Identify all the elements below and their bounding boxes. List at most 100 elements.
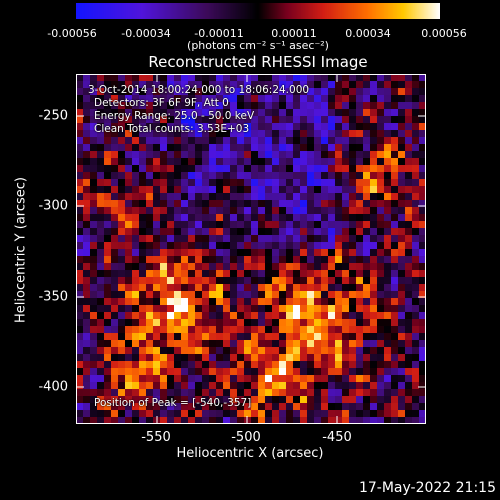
image-pixel <box>97 312 105 320</box>
image-pixel <box>76 284 84 292</box>
image-pixel <box>111 417 119 424</box>
image-pixel <box>398 228 406 236</box>
image-pixel <box>244 88 252 96</box>
image-pixel <box>244 403 252 411</box>
image-pixel <box>286 410 294 418</box>
image-pixel <box>230 277 238 285</box>
image-pixel <box>146 417 154 424</box>
detectors-annotation: Detectors: 3F 6F 9F, Att 0 <box>94 97 229 109</box>
image-pixel <box>398 158 406 166</box>
image-pixel <box>104 284 112 292</box>
image-pixel <box>342 123 350 131</box>
image-pixel <box>195 312 203 320</box>
image-pixel <box>328 389 336 397</box>
image-pixel <box>244 179 252 187</box>
image-pixel <box>202 305 210 313</box>
image-pixel <box>300 116 308 124</box>
image-pixel <box>286 277 294 285</box>
image-pixel <box>405 354 413 362</box>
image-pixel <box>83 158 91 166</box>
image-pixel <box>377 305 385 313</box>
image-pixel <box>419 382 426 390</box>
image-pixel <box>188 123 196 131</box>
image-pixel <box>398 165 406 173</box>
image-pixel <box>279 375 287 383</box>
image-pixel <box>384 74 392 82</box>
image-pixel <box>391 109 399 117</box>
image-pixel <box>125 382 133 390</box>
image-pixel <box>90 144 98 152</box>
image-pixel <box>202 179 210 187</box>
image-pixel <box>90 235 98 243</box>
image-pixel <box>419 228 426 236</box>
image-pixel <box>118 200 126 208</box>
image-pixel <box>132 172 140 180</box>
image-pixel <box>97 277 105 285</box>
image-pixel <box>321 123 329 131</box>
image-pixel <box>104 249 112 257</box>
image-pixel <box>237 109 245 117</box>
image-pixel <box>223 116 231 124</box>
image-pixel <box>279 235 287 243</box>
image-pixel <box>139 270 147 278</box>
image-pixel <box>272 368 280 376</box>
image-pixel <box>118 382 126 390</box>
image-pixel <box>286 144 294 152</box>
image-pixel <box>258 291 266 299</box>
image-pixel <box>265 193 273 201</box>
image-pixel <box>391 186 399 194</box>
image-pixel <box>286 242 294 250</box>
image-pixel <box>258 361 266 369</box>
image-pixel <box>146 151 154 159</box>
image-pixel <box>230 284 238 292</box>
image-pixel <box>139 228 147 236</box>
image-pixel <box>76 81 84 89</box>
image-pixel <box>349 88 357 96</box>
image-pixel <box>125 130 133 138</box>
image-pixel <box>265 389 273 397</box>
image-pixel <box>83 228 91 236</box>
image-pixel <box>125 417 133 424</box>
image-pixel <box>300 326 308 334</box>
image-pixel <box>139 403 147 411</box>
image-pixel <box>251 221 259 229</box>
image-pixel <box>307 347 315 355</box>
image-pixel <box>174 410 182 418</box>
image-pixel <box>167 200 175 208</box>
image-pixel <box>321 312 329 320</box>
image-pixel <box>349 137 357 145</box>
image-pixel <box>384 410 392 418</box>
image-pixel <box>419 256 426 264</box>
image-pixel <box>223 256 231 264</box>
image-pixel <box>209 347 217 355</box>
image-pixel <box>118 361 126 369</box>
image-pixel <box>230 74 238 82</box>
image-pixel <box>139 172 147 180</box>
image-pixel <box>363 410 371 418</box>
image-pixel <box>160 137 168 145</box>
image-pixel <box>97 228 105 236</box>
image-pixel <box>244 382 252 390</box>
image-pixel <box>398 305 406 313</box>
image-pixel <box>370 144 378 152</box>
image-pixel <box>76 361 84 369</box>
image-pixel <box>272 347 280 355</box>
image-pixel <box>349 200 357 208</box>
image-pixel <box>363 396 371 404</box>
image-pixel <box>146 410 154 418</box>
image-pixel <box>293 172 301 180</box>
image-pixel <box>307 291 315 299</box>
image-pixel <box>160 116 168 124</box>
image-pixel <box>160 263 168 271</box>
y-tick-label: -250 <box>38 108 68 124</box>
image-pixel <box>153 354 161 362</box>
image-pixel <box>181 74 189 82</box>
image-pixel <box>174 130 182 138</box>
image-pixel <box>293 277 301 285</box>
image-pixel <box>146 116 154 124</box>
image-pixel <box>230 375 238 383</box>
image-pixel <box>370 354 378 362</box>
image-pixel <box>377 200 385 208</box>
image-pixel <box>125 242 133 250</box>
image-pixel <box>90 242 98 250</box>
